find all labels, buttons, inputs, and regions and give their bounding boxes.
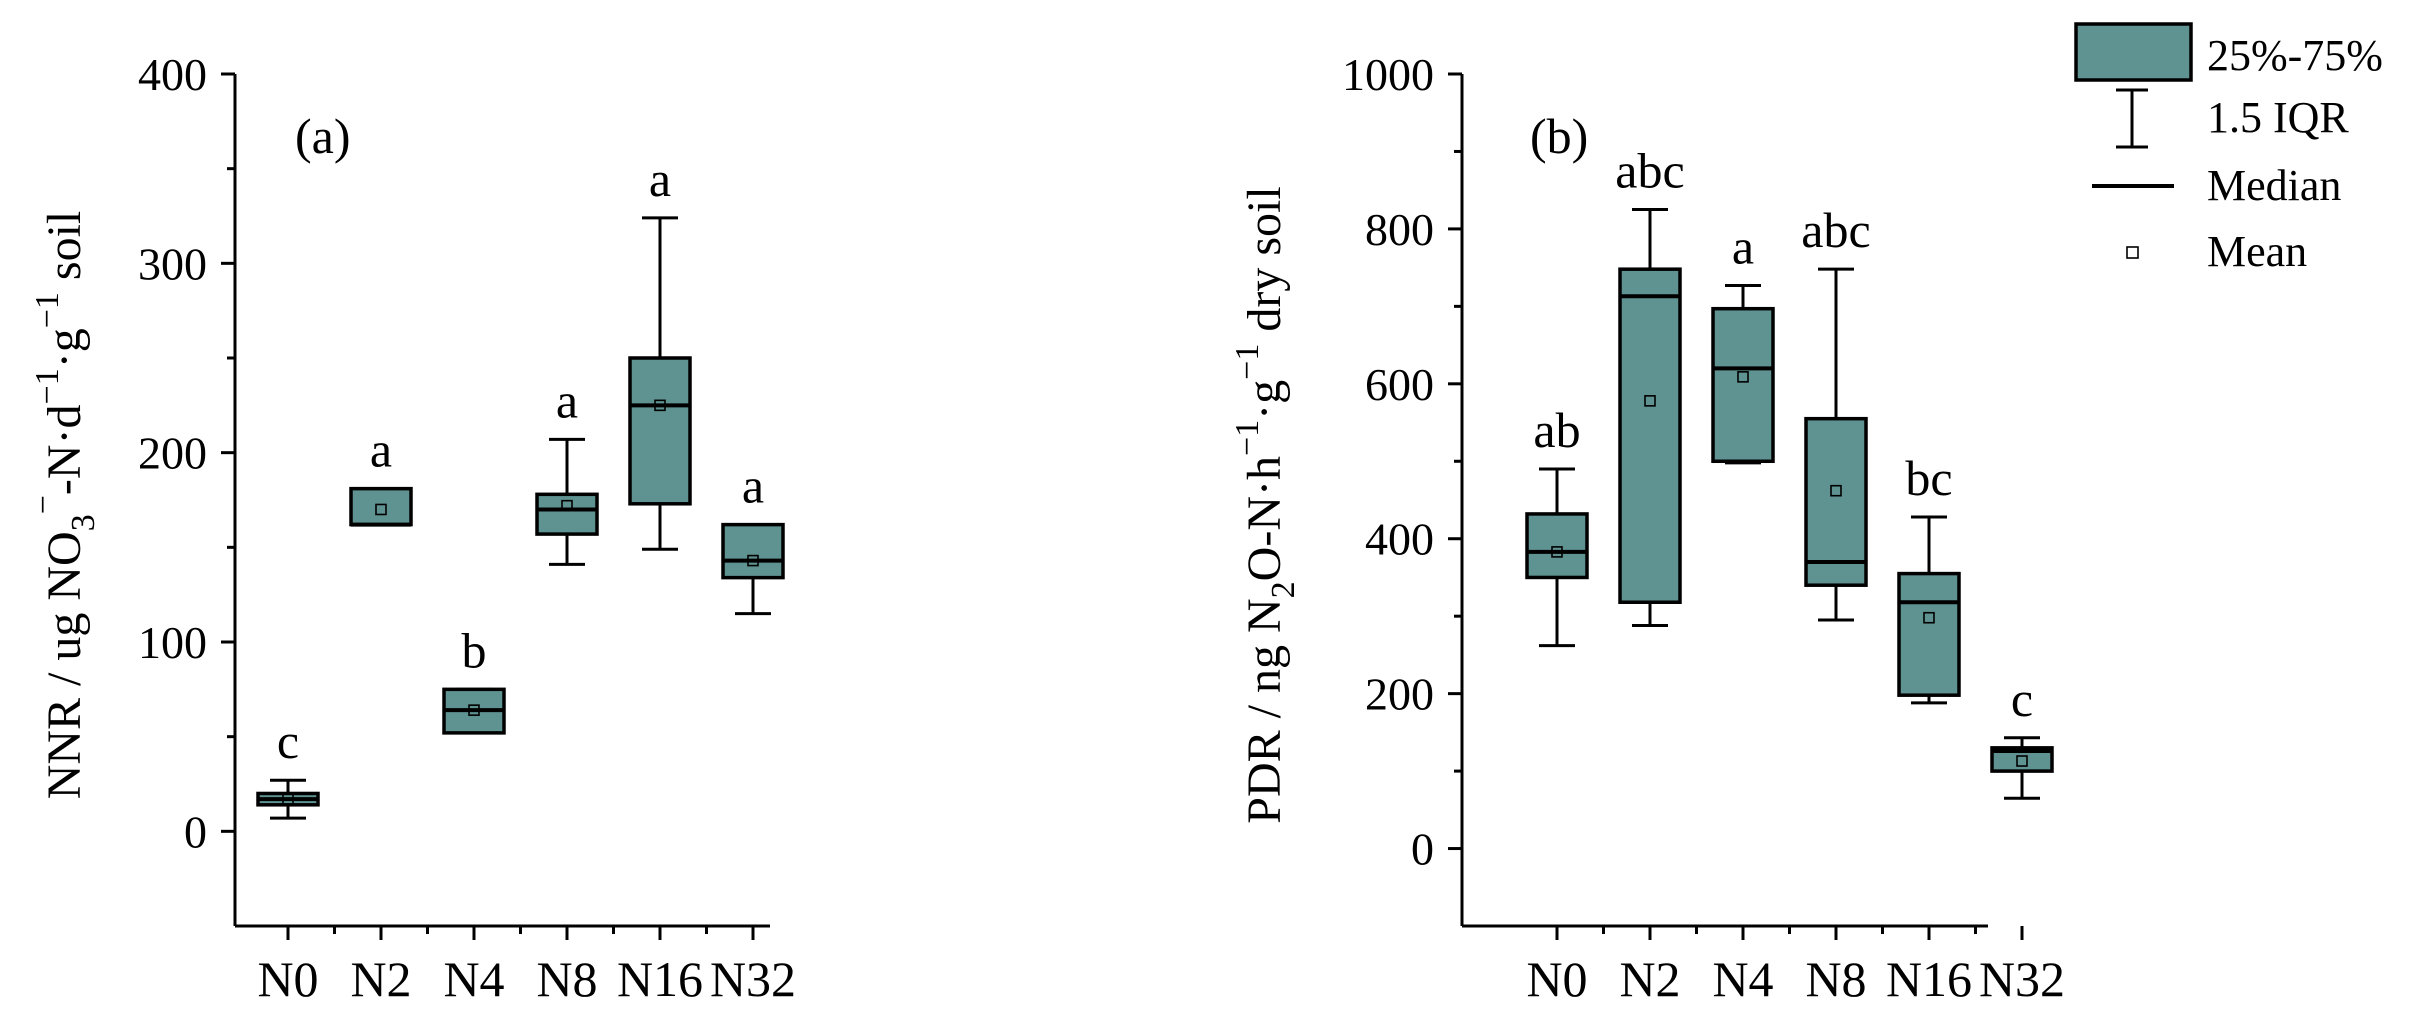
legend-median-label: Median	[2207, 161, 2341, 210]
iqr-box	[1897, 571, 1961, 697]
panel-b-label: (b)	[1530, 108, 1588, 164]
legend-whisker-icon	[2116, 88, 2148, 149]
iqr-box	[1525, 512, 1589, 580]
iqr-box	[349, 486, 413, 527]
panel-b-y-axis-label: PDR / ng N2O-N·h−1·g−1 dry soil	[1229, 186, 1302, 823]
mean-marker	[1737, 371, 1749, 383]
panel-a: (a) 0 100 200 300 400 N0 N2 N4 N8 N16 N32 c a b a a a	[138, 49, 796, 1007]
significance-letter: a	[649, 151, 671, 207]
panel-a-x-tick-label-n8: N8	[536, 951, 597, 1007]
panel-a-x-tick-label-n2: N2	[350, 951, 411, 1007]
panel-b-box-n4: a	[1711, 218, 1775, 465]
panel-b-x-tick-label-n0: N0	[1526, 951, 1587, 1007]
mean-marker	[375, 503, 387, 516]
iqr-box	[1804, 416, 1868, 587]
panel-b-box-n16: bc	[1897, 450, 1961, 705]
mean-marker	[1644, 395, 1656, 407]
iqr-box	[628, 356, 692, 506]
significance-letter: a	[370, 422, 392, 478]
legend-box-label: 25%-75%	[2207, 31, 2383, 80]
legend-box-swatch	[2074, 22, 2193, 82]
legend: 25%-75% 1.5 IQR Median Mean	[2074, 22, 2383, 276]
panel-b-x-tick-label-n4: N4	[1712, 951, 1773, 1007]
mean-marker	[747, 554, 759, 567]
panel-a-box-n8: a	[535, 372, 599, 566]
panel-a-x-tick-label-n32: N32	[710, 951, 796, 1007]
significance-letter: a	[556, 372, 578, 428]
panel-a-label: (a)	[295, 108, 351, 164]
panel-a-box-n2: a	[349, 422, 413, 527]
mean-marker	[1830, 484, 1842, 497]
legend-whisker-label: 1.5 IQR	[2207, 93, 2349, 142]
panel-b-x-tick-label-n16: N16	[1886, 951, 1972, 1007]
mean-marker	[654, 399, 666, 412]
panel-a-y-tick-label: 400	[138, 49, 207, 100]
panel-b-box-n32: c	[1990, 671, 2054, 800]
panel-a-y-tick-label: 300	[138, 238, 207, 289]
panel-b-y-tick-label: 1000	[1342, 49, 1434, 100]
panel-b-box-n0: ab	[1525, 402, 1589, 648]
panel-a-box-n4: b	[442, 622, 506, 735]
panel-a-box-n0: c	[256, 713, 320, 820]
mean-marker	[468, 704, 480, 716]
legend-mean-icon	[2126, 246, 2139, 259]
mean-marker	[1551, 546, 1563, 558]
panel-b-x-tick-label-n8: N8	[1805, 951, 1866, 1007]
significance-letter: bc	[1905, 450, 1952, 506]
iqr-box	[1990, 746, 2054, 773]
panel-a-x-tick-label-n4: N4	[443, 951, 504, 1007]
legend-mean-label: Mean	[2207, 227, 2307, 276]
panel-b-y-tick-label: 200	[1365, 669, 1434, 720]
panel-a-y-axis-label: NNR / ug NO3−-N·d−1·g−1 soil	[25, 211, 102, 800]
significance-letter: abc	[1615, 143, 1684, 199]
panel-b-box-n8: abc	[1801, 202, 1871, 622]
mean-marker	[2016, 755, 2028, 767]
panel-b-y-tick-label: 600	[1365, 359, 1434, 410]
panel-a-box-n16: a	[628, 151, 692, 551]
panel-b-x-tick-label-n32: N32	[1979, 951, 2065, 1007]
panel-a-y-tick-label: 0	[184, 806, 207, 857]
panel-b-x-tick-label-n2: N2	[1619, 951, 1680, 1007]
significance-letter: ab	[1533, 402, 1580, 458]
significance-letter: a	[742, 458, 764, 514]
iqr-box	[1618, 267, 1682, 604]
significance-letter: a	[1732, 218, 1754, 274]
panel-b-box-n2: abc	[1615, 143, 1685, 627]
panel-b-y-tick-label: 800	[1365, 204, 1434, 255]
panel-a-x-tick-label-n0: N0	[257, 951, 318, 1007]
panel-b-y-tick-label: 400	[1365, 514, 1434, 565]
significance-letter: c	[277, 713, 299, 769]
mean-marker	[561, 499, 573, 512]
significance-letter: b	[462, 622, 487, 678]
significance-letter: c	[2011, 671, 2033, 727]
panel-a-box-n32: a	[721, 458, 785, 616]
panel-a-y-tick-label: 100	[138, 617, 207, 668]
mean-marker	[1923, 611, 1935, 624]
iqr-box	[1711, 306, 1775, 464]
mean-marker	[282, 793, 294, 805]
panel-a-y-tick-label: 200	[138, 428, 207, 479]
iqr-box	[721, 522, 785, 580]
significance-letter: abc	[1801, 202, 1870, 258]
panel-a-x-tick-label-n16: N16	[617, 951, 703, 1007]
panel-b-y-tick-label: 0	[1411, 824, 1434, 875]
